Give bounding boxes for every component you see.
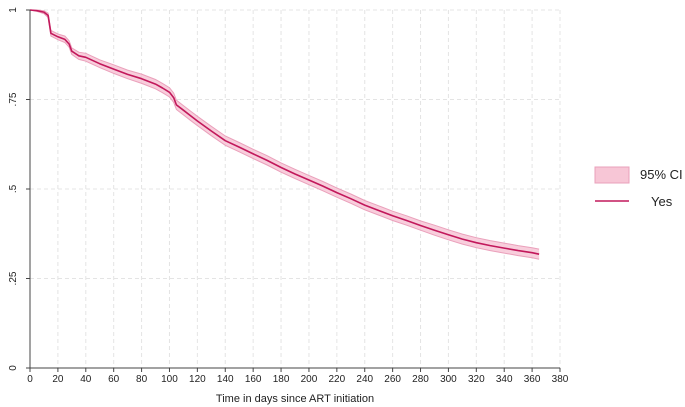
legend: 95% CI Yes <box>594 166 683 209</box>
survival-line-yes <box>29 9 540 255</box>
x-tick-label: 60 <box>108 374 120 385</box>
x-tick-label: 320 <box>468 374 485 385</box>
ci-lower-edge <box>29 9 540 260</box>
x-tick-label: 300 <box>440 374 457 385</box>
x-tick-label: 340 <box>496 374 513 385</box>
x-tick-label: 260 <box>384 374 401 385</box>
x-tick-label: 200 <box>301 374 318 385</box>
legend-ci-swatch <box>594 166 630 184</box>
legend-ci-label: 95% CI <box>640 167 683 182</box>
y-tick-label: 0 <box>8 365 19 371</box>
y-tick-label: .5 <box>8 184 19 193</box>
x-tick-label: 360 <box>524 374 541 385</box>
x-tick-label: 240 <box>356 374 373 385</box>
ci-upper-edge <box>30 9 540 250</box>
legend-yes-label: Yes <box>651 194 673 209</box>
x-tick-label: 20 <box>52 374 64 385</box>
x-tick-label: 180 <box>273 374 290 385</box>
y-axis-ticks: 0 .25 .5 .75 1 <box>8 7 30 371</box>
confidence-band <box>30 10 540 260</box>
x-axis-label: Time in days since ART initiation <box>216 393 374 405</box>
x-tick-label: 80 <box>136 374 148 385</box>
x-tick-label: 40 <box>80 374 92 385</box>
survival-line-layer <box>29 9 540 255</box>
y-tick-label: .25 <box>8 271 19 285</box>
x-axis-ticks: 0 20 40 60 80 100 120 140 160 180 200 220 240 260 280 3… <box>27 368 569 385</box>
confidence-band-layer <box>29 9 540 260</box>
x-tick-label: 280 <box>412 374 429 385</box>
x-tick-label: 100 <box>161 374 178 385</box>
y-tick-label: 1 <box>8 7 19 13</box>
x-tick-label: 220 <box>328 374 345 385</box>
x-tick-label: 160 <box>245 374 262 385</box>
x-tick-label: 120 <box>189 374 206 385</box>
x-tick-label: 0 <box>27 374 33 385</box>
x-tick-label: 140 <box>217 374 234 385</box>
x-tick-label: 380 <box>552 374 569 385</box>
y-tick-label: .75 <box>8 92 19 106</box>
